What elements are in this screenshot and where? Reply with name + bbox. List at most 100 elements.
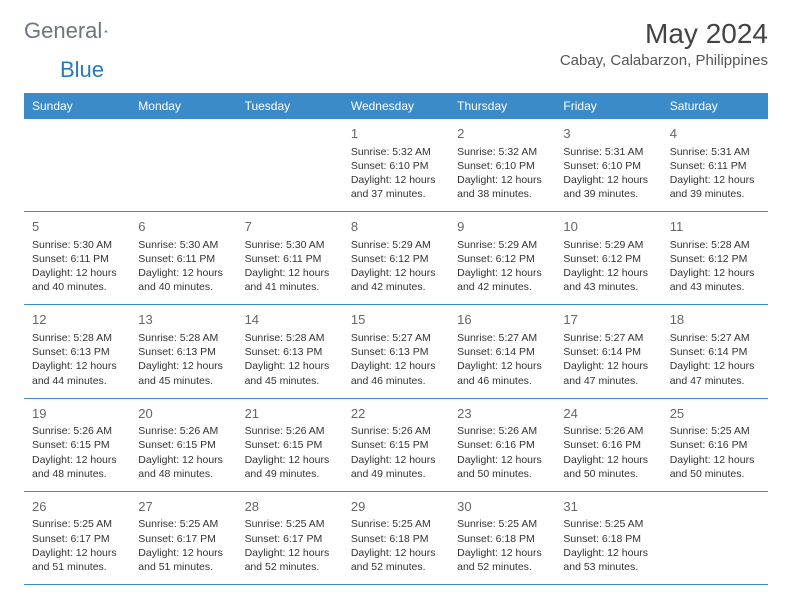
weeks-container: 1Sunrise: 5:32 AMSunset: 6:10 PMDaylight… [24, 118, 768, 585]
sunset-text: Sunset: 6:13 PM [351, 345, 441, 359]
sunset-text: Sunset: 6:17 PM [32, 532, 122, 546]
weekday-header: Monday [130, 93, 236, 119]
sunset-text: Sunset: 6:12 PM [351, 252, 441, 266]
sunset-text: Sunset: 6:11 PM [670, 159, 760, 173]
sunrise-text: Sunrise: 5:26 AM [245, 424, 335, 438]
sunset-text: Sunset: 6:18 PM [351, 532, 441, 546]
daylight-text: Daylight: 12 hours and 45 minutes. [245, 359, 335, 387]
weekday-header: Wednesday [343, 93, 449, 119]
daylight-text: Daylight: 12 hours and 44 minutes. [32, 359, 122, 387]
sunrise-text: Sunrise: 5:30 AM [32, 238, 122, 252]
day-cell: 21Sunrise: 5:26 AMSunset: 6:15 PMDayligh… [237, 399, 343, 491]
day-cell: 13Sunrise: 5:28 AMSunset: 6:13 PMDayligh… [130, 305, 236, 397]
sunrise-text: Sunrise: 5:27 AM [563, 331, 653, 345]
sunrise-text: Sunrise: 5:25 AM [563, 517, 653, 531]
day-number: 27 [138, 498, 228, 516]
sunset-text: Sunset: 6:12 PM [563, 252, 653, 266]
day-number: 25 [670, 405, 760, 423]
day-cell: 3Sunrise: 5:31 AMSunset: 6:10 PMDaylight… [555, 119, 661, 211]
day-cell: 2 Sunrise: 5:32 AMSunset: 6:10 PMDaylight… [449, 119, 555, 211]
sunrise-text: Sunrise: 5:27 AM [670, 331, 760, 345]
sunrise-text: Sunrise: 5:25 AM [670, 424, 760, 438]
sunrise-text: Sunrise: 5:32 AM [457, 145, 547, 159]
day-number: 20 [138, 405, 228, 423]
daylight-text: Daylight: 12 hours and 47 minutes. [670, 359, 760, 387]
month-title: May 2024 [560, 18, 768, 50]
day-cell: 1Sunrise: 5:32 AMSunset: 6:10 PMDaylight… [343, 119, 449, 211]
weekday-header: Saturday [662, 93, 768, 119]
brand-logo: General [24, 18, 128, 44]
daylight-text: Daylight: 12 hours and 46 minutes. [457, 359, 547, 387]
sunrise-text: Sunrise: 5:31 AM [563, 145, 653, 159]
sunset-text: Sunset: 6:14 PM [563, 345, 653, 359]
day-cell: 9Sunrise: 5:29 AMSunset: 6:12 PMDaylight… [449, 212, 555, 304]
sunset-text: Sunset: 6:13 PM [32, 345, 122, 359]
sunset-text: Sunset: 6:10 PM [563, 159, 653, 173]
day-number: 10 [563, 218, 653, 236]
sunset-text: Sunset: 6:18 PM [457, 532, 547, 546]
sunrise-text: Sunrise: 5:27 AM [457, 331, 547, 345]
day-number: 1 [351, 125, 441, 143]
day-number: 18 [670, 311, 760, 329]
sunset-text: Sunset: 6:16 PM [670, 438, 760, 452]
week-row: 1Sunrise: 5:32 AMSunset: 6:10 PMDaylight… [24, 118, 768, 212]
day-cell: 11Sunrise: 5:28 AMSunset: 6:12 PMDayligh… [662, 212, 768, 304]
day-cell: 27Sunrise: 5:25 AMSunset: 6:17 PMDayligh… [130, 492, 236, 584]
daylight-text: Daylight: 12 hours and 46 minutes. [351, 359, 441, 387]
sunset-text: Sunset: 6:15 PM [351, 438, 441, 452]
sunset-text: Sunset: 6:15 PM [138, 438, 228, 452]
sunrise-text: Sunrise: 5:26 AM [138, 424, 228, 438]
calendar: SundayMondayTuesdayWednesdayThursdayFrid… [24, 93, 768, 585]
daylight-text: Daylight: 12 hours and 51 minutes. [138, 546, 228, 574]
sunset-text: Sunset: 6:18 PM [563, 532, 653, 546]
daylight-text: Daylight: 12 hours and 48 minutes. [138, 453, 228, 481]
sunrise-text: Sunrise: 5:32 AM [351, 145, 441, 159]
daylight-text: Daylight: 12 hours and 39 minutes. [670, 173, 760, 201]
sunrise-text: Sunrise: 5:25 AM [351, 517, 441, 531]
day-cell: 25Sunrise: 5:25 AMSunset: 6:16 PMDayligh… [662, 399, 768, 491]
daylight-text: Daylight: 12 hours and 48 minutes. [32, 453, 122, 481]
day-number: 5 [32, 218, 122, 236]
daylight-text: Daylight: 12 hours and 47 minutes. [563, 359, 653, 387]
day-cell: 10Sunrise: 5:29 AMSunset: 6:12 PMDayligh… [555, 212, 661, 304]
day-number: 30 [457, 498, 547, 516]
day-cell: 23Sunrise: 5:26 AMSunset: 6:16 PMDayligh… [449, 399, 555, 491]
week-row: 26Sunrise: 5:25 AMSunset: 6:17 PMDayligh… [24, 491, 768, 585]
sunrise-text: Sunrise: 5:25 AM [138, 517, 228, 531]
daylight-text: Daylight: 12 hours and 38 minutes. [457, 173, 547, 201]
daylight-text: Daylight: 12 hours and 49 minutes. [245, 453, 335, 481]
day-cell: 28Sunrise: 5:25 AMSunset: 6:17 PMDayligh… [237, 492, 343, 584]
sunrise-text: Sunrise: 5:28 AM [32, 331, 122, 345]
daylight-text: Daylight: 12 hours and 52 minutes. [457, 546, 547, 574]
day-cell: 18 Sunrise: 5:27 AMSunset: 6:14 PMDayligh… [662, 305, 768, 397]
day-number: 9 [457, 218, 547, 236]
sunset-text: Sunset: 6:11 PM [138, 252, 228, 266]
day-number: 7 [245, 218, 335, 236]
day-number: 12 [32, 311, 122, 329]
sunrise-text: Sunrise: 5:26 AM [563, 424, 653, 438]
day-number: 17 [563, 311, 653, 329]
daylight-text: Daylight: 12 hours and 50 minutes. [563, 453, 653, 481]
sunset-text: Sunset: 6:13 PM [245, 345, 335, 359]
sunset-text: Sunset: 6:14 PM [670, 345, 760, 359]
sunset-text: Sunset: 6:16 PM [457, 438, 547, 452]
day-cell [130, 119, 236, 211]
day-number: 15 [351, 311, 441, 329]
day-cell: 22Sunrise: 5:26 AMSunset: 6:15 PMDayligh… [343, 399, 449, 491]
day-cell: 12 Sunrise: 5:28 AMSunset: 6:13 PMDayligh… [24, 305, 130, 397]
sail-icon [104, 22, 108, 40]
weekday-header: Friday [555, 93, 661, 119]
daylight-text: Daylight: 12 hours and 45 minutes. [138, 359, 228, 387]
daylight-text: Daylight: 12 hours and 53 minutes. [563, 546, 653, 574]
day-cell: 26Sunrise: 5:25 AMSunset: 6:17 PMDayligh… [24, 492, 130, 584]
sunset-text: Sunset: 6:10 PM [457, 159, 547, 173]
weekday-header: Tuesday [237, 93, 343, 119]
day-cell: 29Sunrise: 5:25 AMSunset: 6:18 PMDayligh… [343, 492, 449, 584]
weekday-header-row: SundayMondayTuesdayWednesdayThursdayFrid… [24, 93, 768, 119]
day-number: 3 [563, 125, 653, 143]
sunrise-text: Sunrise: 5:30 AM [138, 238, 228, 252]
day-number: 2 [457, 125, 547, 143]
day-number: 22 [351, 405, 441, 423]
daylight-text: Daylight: 12 hours and 50 minutes. [457, 453, 547, 481]
sunrise-text: Sunrise: 5:29 AM [563, 238, 653, 252]
